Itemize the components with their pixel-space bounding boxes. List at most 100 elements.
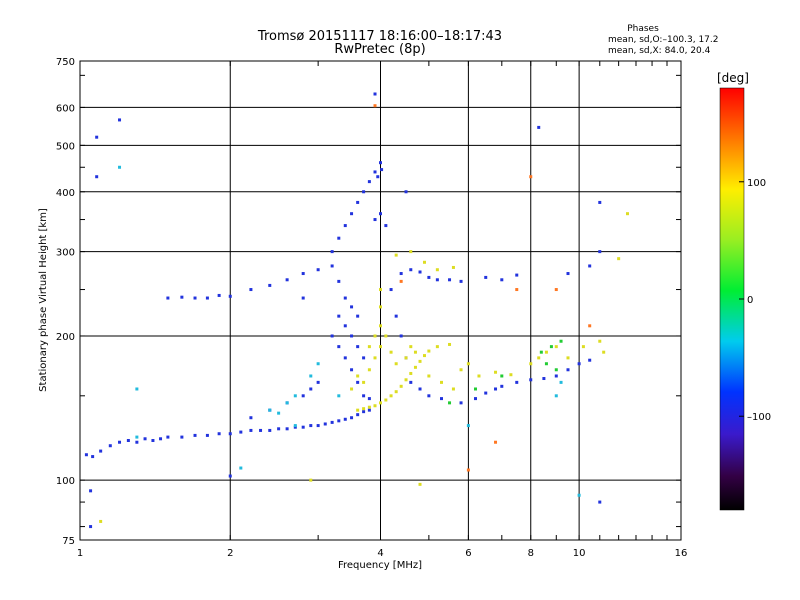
- data-point: [316, 424, 320, 428]
- data-point: [373, 404, 377, 408]
- data-point: [566, 356, 570, 360]
- data-point: [418, 270, 422, 274]
- colorbar-ticks: 100 0 –100: [739, 178, 771, 423]
- data-point: [268, 428, 272, 432]
- data-point: [459, 368, 463, 372]
- data-point: [180, 435, 184, 439]
- data-point: [135, 440, 139, 444]
- data-point: [477, 374, 481, 378]
- data-point: [404, 356, 408, 360]
- x-tick-label: 2: [227, 548, 233, 559]
- data-point: [373, 334, 377, 338]
- data-point: [249, 288, 253, 292]
- x-tick-label: 4: [377, 548, 383, 559]
- data-point: [151, 439, 155, 443]
- data-point: [228, 432, 232, 436]
- data-point: [435, 278, 439, 282]
- phase-stats-title: Phases: [627, 24, 659, 34]
- data-point: [350, 305, 354, 309]
- data-point: [91, 455, 95, 459]
- x-axis-ticks: 1 2 4 6 8 10 16: [77, 61, 687, 559]
- data-point: [356, 345, 360, 349]
- data-point: [500, 384, 504, 388]
- data-point: [427, 275, 431, 279]
- data-point: [343, 356, 347, 360]
- data-point: [367, 397, 371, 401]
- data-point: [89, 525, 93, 529]
- data-point: [373, 218, 377, 222]
- data-point: [228, 474, 232, 478]
- data-point: [126, 439, 130, 443]
- data-point: [99, 519, 103, 523]
- data-point: [239, 430, 243, 434]
- data-point: [409, 268, 413, 272]
- colorbar-label: [deg]: [717, 71, 749, 85]
- data-point: [459, 401, 463, 405]
- data-point: [602, 350, 606, 354]
- data-point: [554, 394, 558, 398]
- data-point: [473, 387, 477, 391]
- colorbar-tick-label: 100: [747, 178, 766, 189]
- data-point: [399, 272, 403, 276]
- data-point: [413, 365, 417, 369]
- data-point: [309, 478, 313, 482]
- data-point: [544, 362, 548, 366]
- data-point: [384, 398, 388, 402]
- data-point: [362, 407, 366, 411]
- data-point: [108, 444, 112, 448]
- data-point: [135, 387, 139, 391]
- data-point: [367, 180, 371, 184]
- data-point: [350, 368, 354, 372]
- data-point: [356, 413, 360, 417]
- data-point: [205, 433, 209, 437]
- data-point: [448, 401, 452, 405]
- data-point: [466, 424, 470, 428]
- data-point: [399, 384, 403, 388]
- data-point: [625, 212, 629, 216]
- data-point: [399, 279, 403, 283]
- data-point: [459, 279, 463, 283]
- grid: [80, 61, 681, 540]
- data-point: [362, 380, 366, 384]
- data-point: [394, 314, 398, 318]
- data-point: [581, 345, 585, 349]
- data-point: [356, 200, 360, 204]
- data-point: [484, 391, 488, 395]
- data-point: [330, 264, 334, 268]
- data-point: [362, 394, 366, 398]
- x-tick-label: 8: [528, 548, 534, 559]
- data-point: [293, 425, 297, 429]
- data-point: [515, 380, 519, 384]
- data-point: [566, 368, 570, 372]
- data-point: [451, 387, 455, 391]
- y-axis-ticks: 75 100 200 300 400 500 600 750: [56, 57, 681, 547]
- data-point: [500, 374, 504, 378]
- data-point: [309, 387, 313, 391]
- data-point: [343, 417, 347, 421]
- phase-stats-x: mean, sd,X: 84.0, 20.4: [608, 46, 711, 56]
- data-point: [422, 354, 426, 358]
- data-point: [427, 394, 431, 398]
- data-point: [409, 250, 413, 254]
- data-point: [399, 334, 403, 338]
- data-point: [118, 440, 122, 444]
- y-tick-label: 500: [56, 141, 75, 152]
- x-tick-label: 6: [465, 548, 471, 559]
- data-point: [330, 420, 334, 424]
- data-point: [277, 427, 281, 431]
- data-point: [373, 92, 377, 96]
- data-point: [494, 370, 498, 374]
- data-point: [249, 428, 253, 432]
- data-point: [135, 435, 139, 439]
- data-point: [404, 190, 408, 194]
- data-point: [356, 314, 360, 318]
- data-point: [373, 356, 377, 360]
- data-point: [598, 339, 602, 343]
- y-tick-label: 75: [62, 536, 75, 547]
- data-point: [473, 397, 477, 401]
- data-point: [337, 236, 341, 240]
- data-point: [588, 358, 592, 362]
- data-point: [362, 410, 366, 414]
- data-point: [539, 350, 543, 354]
